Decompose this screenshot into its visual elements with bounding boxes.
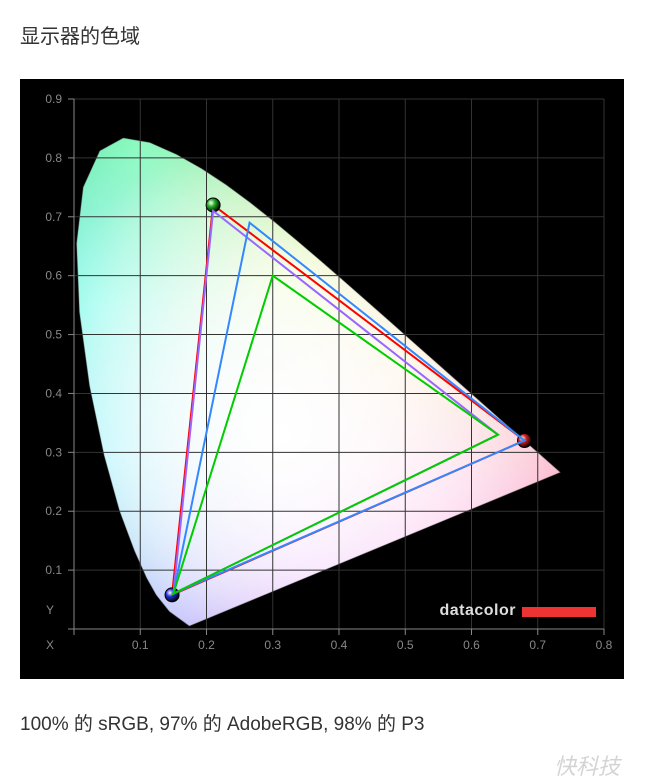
chart-svg: 0.1 0.2 0.3 0.4 0.5 0.6 0.7 0.8 0.1 0.2 0.3 0.4 0.5 0…	[20, 79, 624, 679]
brand-datacolor: datacolor	[439, 602, 596, 619]
svg-text:0.5: 0.5	[45, 328, 62, 342]
svg-text:0.3: 0.3	[45, 445, 62, 459]
svg-text:0.7: 0.7	[529, 638, 546, 652]
svg-text:datacolor: datacolor	[439, 602, 516, 619]
svg-text:X: X	[46, 638, 54, 652]
svg-text:0.6: 0.6	[463, 638, 480, 652]
svg-text:Y: Y	[46, 603, 54, 617]
svg-text:0.9: 0.9	[45, 92, 62, 106]
caption-text: 100% 的 sRGB, 97% 的 AdobeRGB, 98% 的 P3	[20, 709, 630, 736]
svg-text:0.6: 0.6	[45, 269, 62, 283]
svg-text:0.4: 0.4	[331, 638, 348, 652]
svg-text:0.1: 0.1	[132, 638, 149, 652]
svg-text:0.4: 0.4	[45, 386, 62, 400]
svg-text:0.5: 0.5	[397, 638, 414, 652]
svg-text:0.8: 0.8	[45, 151, 62, 165]
page-title: 显示器的色域	[20, 20, 630, 49]
svg-text:0.3: 0.3	[264, 638, 281, 652]
svg-text:0.2: 0.2	[45, 504, 62, 518]
svg-text:0.7: 0.7	[45, 210, 62, 224]
gamut-chart: 0.1 0.2 0.3 0.4 0.5 0.6 0.7 0.8 0.1 0.2 0.3 0.4 0.5 0…	[20, 79, 624, 679]
watermark-text: 快科技	[554, 749, 620, 781]
svg-text:0.2: 0.2	[198, 638, 215, 652]
svg-text:0.8: 0.8	[596, 638, 613, 652]
svg-text:0.1: 0.1	[45, 563, 62, 577]
